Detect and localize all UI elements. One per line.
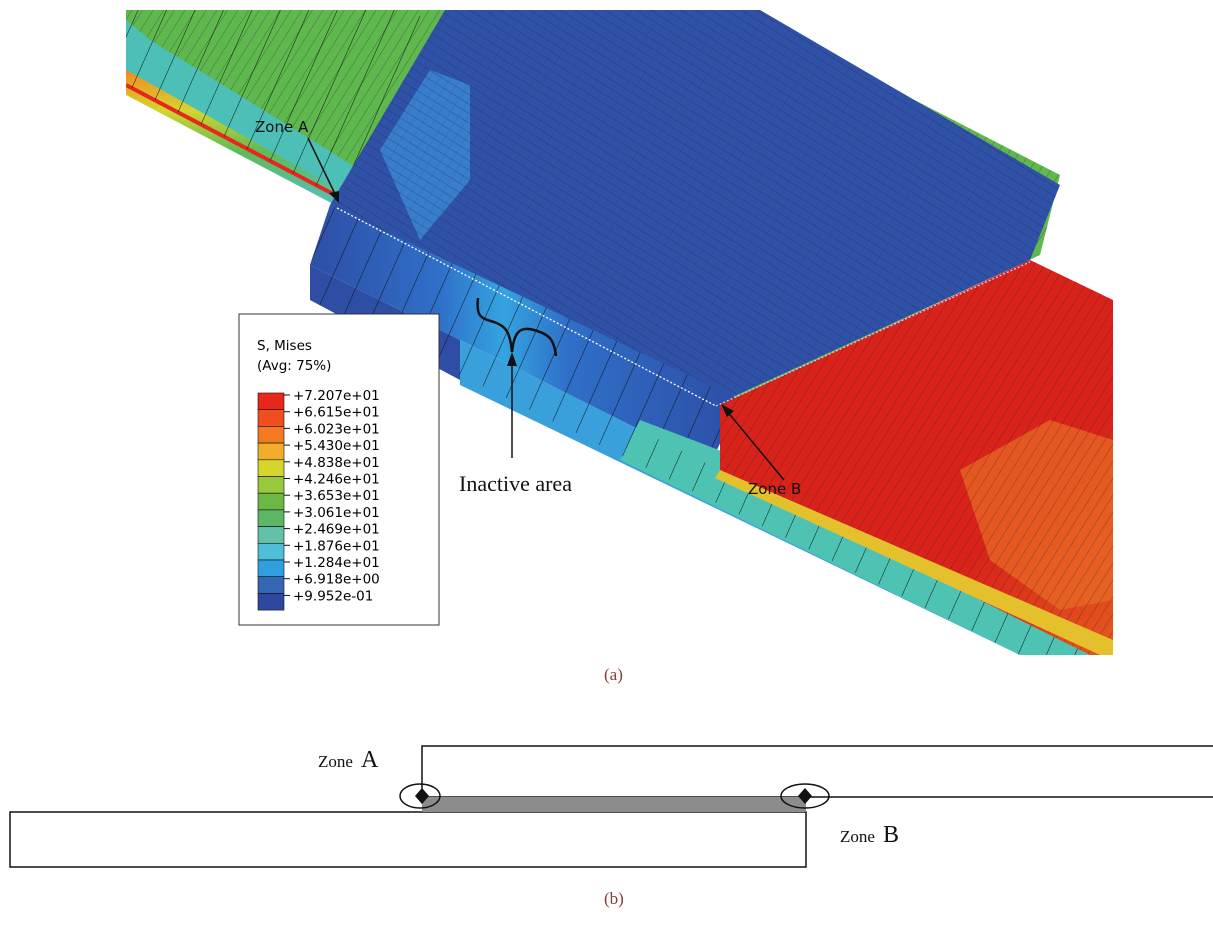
legend-label: +4.246e+01 bbox=[293, 472, 380, 488]
upper-block-side-mesh bbox=[310, 205, 740, 465]
lower-plate-top-right-mesh bbox=[720, 260, 1113, 655]
zone-a-arrow bbox=[307, 137, 337, 197]
legend-title-line1: S, Mises bbox=[257, 338, 312, 354]
zone-b-label: Zone B bbox=[748, 480, 801, 498]
caption-b: (b) bbox=[604, 889, 624, 908]
legend-entries: +7.207e+01+6.615e+01+6.023e+01+5.430e+01… bbox=[257, 388, 380, 611]
legend-label: +2.469e+01 bbox=[293, 522, 380, 538]
zone-a-label: Zone A bbox=[255, 118, 309, 136]
legend-swatch bbox=[257, 476, 285, 494]
upper-plate-outline bbox=[421, 745, 1213, 798]
legend-swatch bbox=[257, 442, 285, 461]
legend-swatch bbox=[257, 593, 285, 611]
legend-swatch bbox=[257, 576, 285, 594]
contact-interface-line-right bbox=[715, 261, 1031, 407]
lower-plate-right-edge-gradient bbox=[715, 470, 1113, 655]
fe-stress-contour-plot: Zone A Zone B bbox=[126, 10, 1113, 655]
upper-block-top-mesh2 bbox=[330, 10, 1060, 405]
legend-swatch bbox=[257, 509, 285, 527]
schematic-zone-b-word: Zone bbox=[840, 827, 875, 846]
legend-swatch bbox=[257, 559, 285, 578]
zone-b-ellipse bbox=[780, 783, 830, 809]
zone-a-ellipse bbox=[399, 783, 441, 809]
schematic-zone-a-word: Zone bbox=[318, 752, 353, 771]
schematic-zone-b-label: Zone B bbox=[840, 822, 899, 848]
legend-swatch bbox=[257, 392, 285, 411]
legend-swatch bbox=[257, 492, 285, 511]
inactive-area-arrowhead bbox=[507, 352, 517, 366]
lower-plate-left-coarse-mesh bbox=[126, 10, 420, 195]
legend-label: +6.615e+01 bbox=[293, 405, 380, 421]
zone-b-diamond bbox=[798, 788, 812, 804]
caption-a: (a) bbox=[604, 665, 623, 684]
legend-label: +4.838e+01 bbox=[293, 455, 380, 471]
stress-legend: S, Mises (Avg: 75%) +7.207e+01+6.615e+01… bbox=[238, 313, 440, 626]
legend-label: +6.918e+00 bbox=[293, 572, 380, 588]
legend-label: +7.207e+01 bbox=[293, 388, 380, 404]
legend-label: +1.876e+01 bbox=[293, 538, 380, 554]
legend-label: +5.430e+01 bbox=[293, 438, 380, 454]
inactive-strip bbox=[422, 797, 806, 812]
contact-interface-line bbox=[336, 207, 717, 407]
zone-a-diamond bbox=[415, 788, 429, 804]
schematic-zone-b-letter: B bbox=[883, 822, 899, 848]
legend-label: +1.284e+01 bbox=[293, 555, 380, 571]
legend-label: +3.653e+01 bbox=[293, 488, 380, 504]
legend-label: +9.952e-01 bbox=[293, 588, 373, 604]
legend-swatch bbox=[257, 526, 285, 544]
legend-label: +6.023e+01 bbox=[293, 421, 380, 437]
lower-plate-outline bbox=[9, 811, 807, 868]
zone-b-arrowhead bbox=[721, 404, 734, 417]
legend-swatch bbox=[257, 459, 285, 477]
schematic-zone-a-letter: A bbox=[361, 747, 379, 773]
legend-swatch bbox=[257, 409, 285, 427]
schematic-zone-a-label: Zone A bbox=[318, 747, 379, 773]
legend-swatch bbox=[257, 426, 285, 444]
inactive-area-label: Inactive area bbox=[459, 471, 572, 496]
legend-label: +3.061e+01 bbox=[293, 505, 380, 521]
legend-swatch bbox=[257, 542, 285, 561]
zone-a-arrowhead bbox=[329, 191, 339, 203]
legend-title-line2: (Avg: 75%) bbox=[257, 358, 331, 374]
zone-b-arrow bbox=[725, 409, 785, 481]
lap-joint-schematic: Zone A Zone B bbox=[9, 745, 1213, 868]
